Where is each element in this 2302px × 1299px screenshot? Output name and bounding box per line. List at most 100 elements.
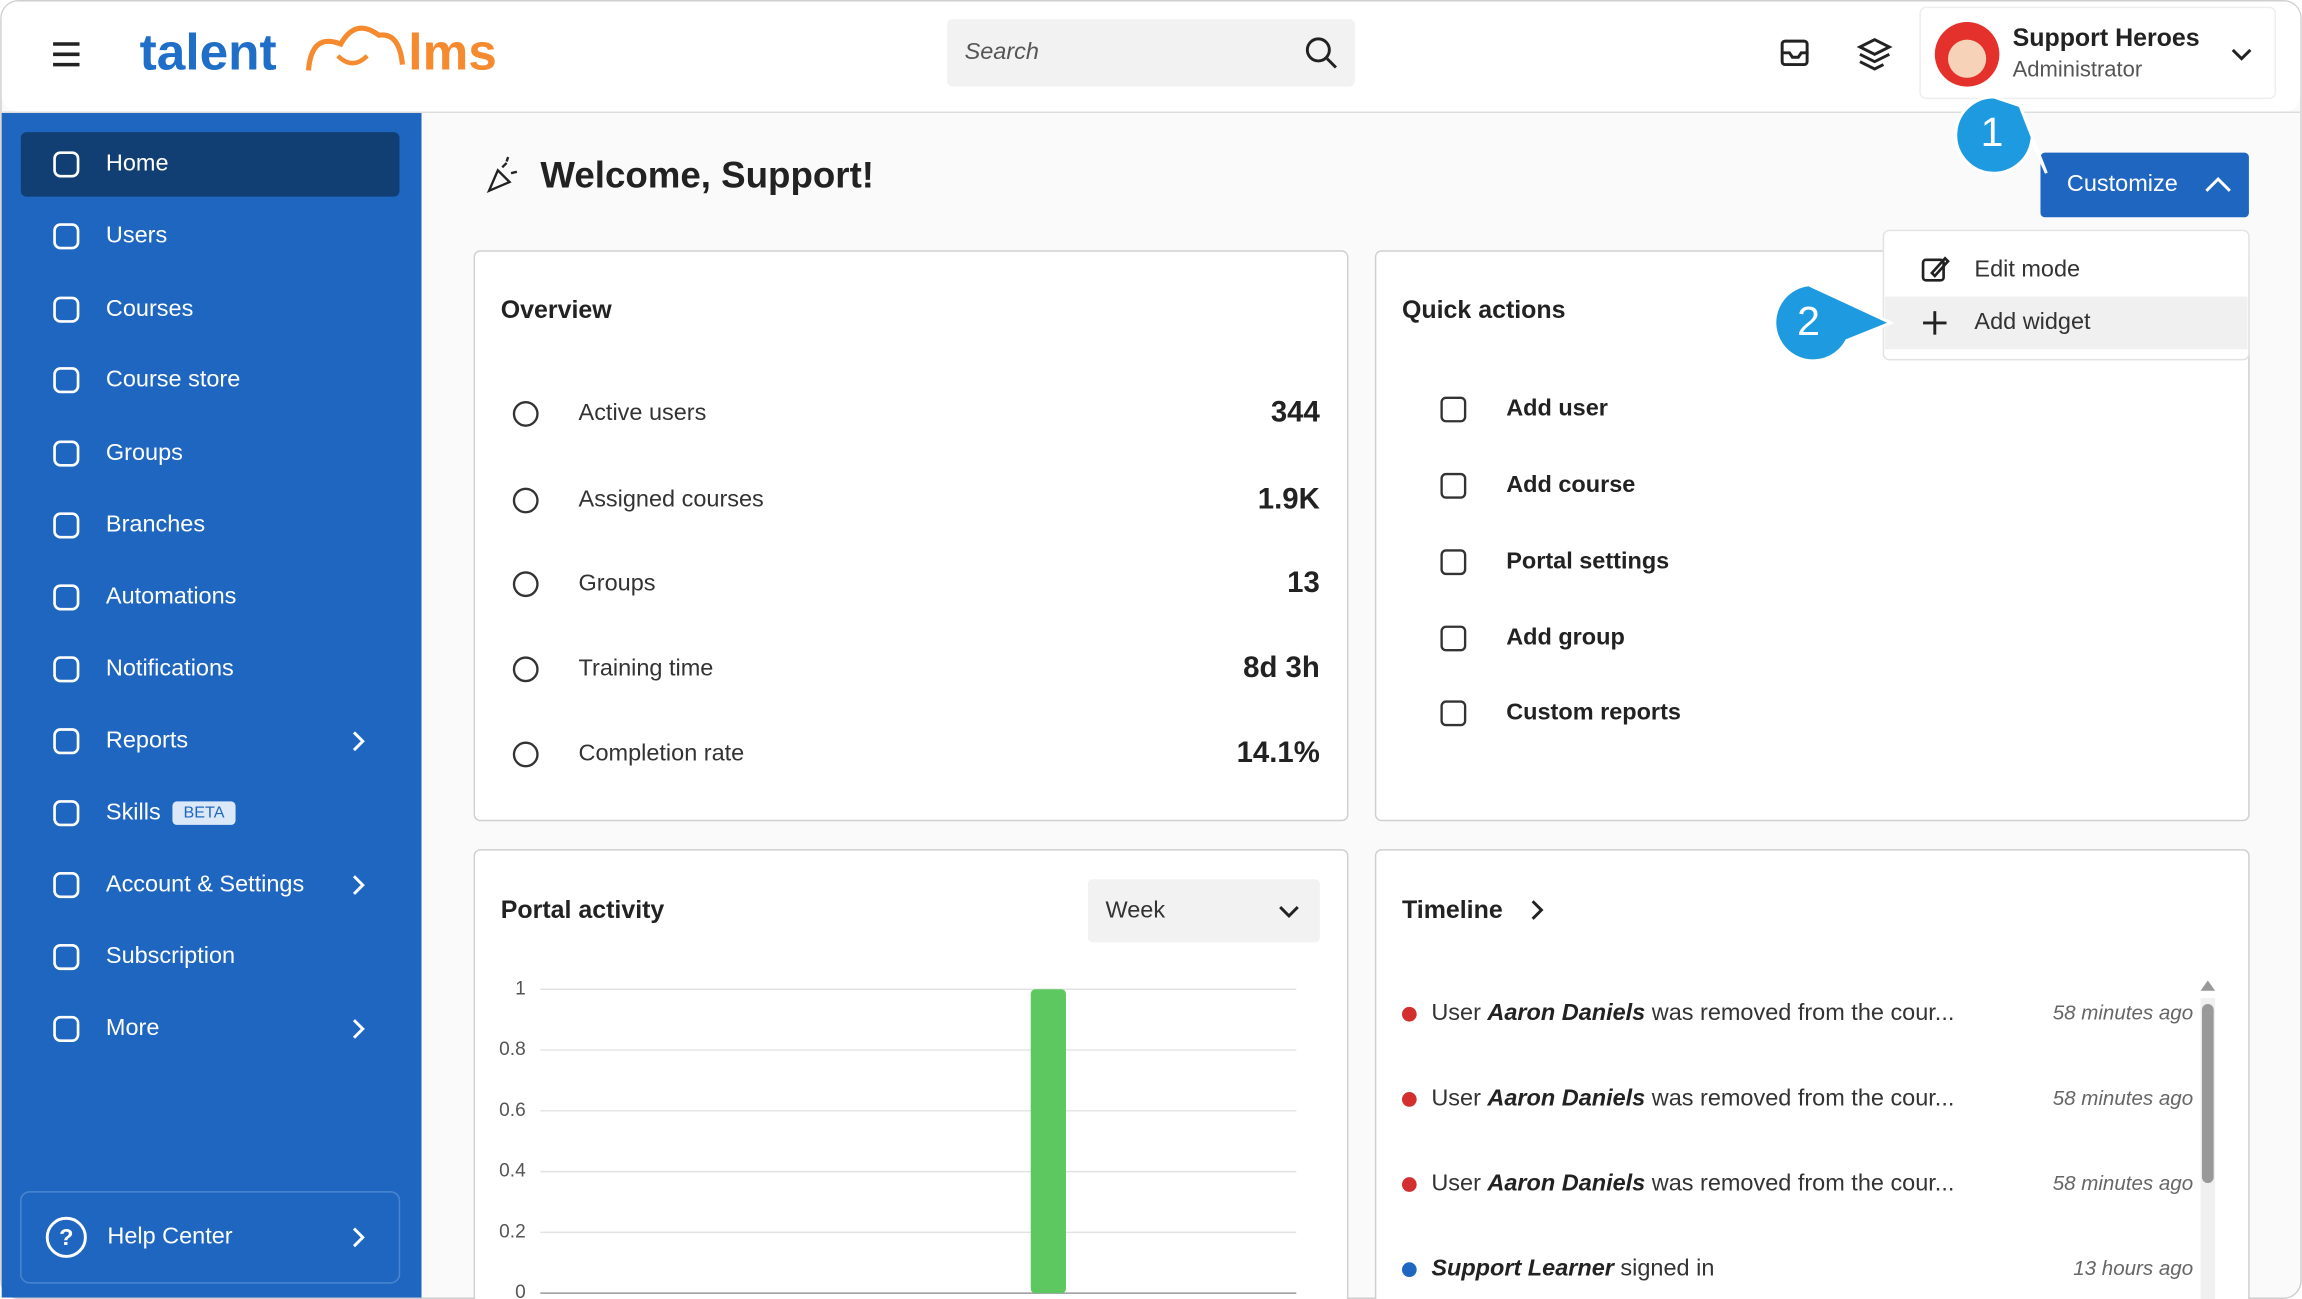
- timeline-title[interactable]: Timeline: [1402, 896, 1503, 924]
- logo-left[interactable]: talent: [140, 22, 277, 80]
- action-icon: [1440, 549, 1467, 576]
- stack-icon[interactable]: [1856, 37, 1893, 71]
- menu-item[interactable]: Edit mode: [1974, 255, 2080, 281]
- timeline-chevron[interactable]: [1531, 900, 1544, 920]
- quick-title: Quick actions: [1402, 296, 1566, 324]
- timeline-time: 58 minutes ago: [2053, 1087, 2193, 1110]
- timeline-name: Aaron Daniels: [1486, 1085, 1645, 1111]
- user-box[interactable]: [1919, 6, 2277, 100]
- overview-value: 13: [1287, 566, 1320, 599]
- timeline-prefix: User: [1431, 1085, 1487, 1111]
- nav-icon: [53, 1015, 80, 1042]
- timeline-prefix: User: [1431, 1170, 1487, 1196]
- help-icon: [45, 1216, 87, 1258]
- nav-item[interactable]: More: [106, 1014, 159, 1040]
- timeline-time: 58 minutes ago: [2053, 1002, 2193, 1025]
- timeline-name: Aaron Daniels: [1486, 1170, 1645, 1196]
- nav-chevron: [352, 731, 365, 752]
- nav-item[interactable]: Course store: [106, 365, 240, 391]
- nav-item[interactable]: Subscription: [106, 942, 235, 968]
- nav-item[interactable]: Users: [106, 222, 167, 248]
- nav-item[interactable]: Courses: [106, 295, 193, 321]
- search-icon[interactable]: [1305, 37, 1337, 69]
- nav-item[interactable]: Branches: [106, 511, 205, 537]
- overview-value: 1.9K: [1258, 482, 1320, 515]
- nav-chevron: [352, 1019, 365, 1039]
- scroll-up[interactable]: [2200, 980, 2216, 991]
- active-item-bg: [20, 132, 400, 197]
- row-icon: [512, 571, 539, 598]
- timeline-text[interactable]: User Aaron Daniels was removed from the …: [1431, 999, 1954, 1025]
- quick-action[interactable]: Portal settings: [1506, 547, 1669, 573]
- callout-badge: [1954, 95, 2048, 175]
- y-tick-label: 0.8: [499, 1039, 526, 1060]
- customize-button[interactable]: [2040, 152, 2249, 218]
- nav-icon: [53, 151, 80, 178]
- nav-item[interactable]: Account & Settings: [106, 870, 304, 896]
- nav-icon: [53, 584, 80, 611]
- row-icon: [512, 741, 539, 768]
- timeline-dot: [1401, 1092, 1417, 1107]
- nav-item[interactable]: Reports: [106, 726, 188, 752]
- timeline-rest: signed in: [1614, 1255, 1714, 1281]
- help-box[interactable]: [20, 1191, 401, 1284]
- y-tick-label: 0.6: [499, 1100, 526, 1121]
- nav-icon: [53, 656, 80, 683]
- row-icon: [512, 401, 539, 427]
- timeline-time: 13 hours ago: [2073, 1257, 2193, 1280]
- nav-chevron: [352, 875, 365, 895]
- menu-item[interactable]: Add widget: [1974, 308, 2091, 334]
- quick-action[interactable]: Add group: [1506, 624, 1625, 650]
- activity-card: [473, 849, 1349, 1299]
- overview-card: [473, 250, 1349, 822]
- nav-icon: [53, 800, 80, 827]
- user-role: Administrator: [2013, 56, 2143, 81]
- action-icon: [1440, 472, 1467, 499]
- scroll-thumb[interactable]: [2201, 1003, 2214, 1184]
- period-select[interactable]: [1087, 879, 1320, 943]
- y-tick-label: 0.2: [499, 1221, 526, 1242]
- logo-smile: [336, 54, 369, 66]
- help-chevron: [352, 1227, 365, 1248]
- quick-action[interactable]: Add user: [1506, 395, 1608, 421]
- overview-title: Overview: [501, 296, 613, 324]
- action-icon: [1440, 700, 1467, 727]
- menu-button[interactable]: [53, 42, 80, 67]
- overview-value: 8d 3h: [1243, 651, 1320, 684]
- timeline-dot: [1401, 1262, 1417, 1277]
- timeline-text[interactable]: Support Learner signed in: [1431, 1255, 1714, 1281]
- callout-badge: [1773, 283, 1895, 363]
- quick-action[interactable]: Custom reports: [1506, 699, 1681, 725]
- nav-item[interactable]: Home: [106, 150, 169, 176]
- inbox-icon[interactable]: [1780, 39, 1809, 67]
- quick-action[interactable]: Add course: [1506, 471, 1635, 497]
- logo-right[interactable]: lms: [408, 22, 497, 80]
- help-label[interactable]: Help Center: [107, 1223, 232, 1249]
- timeline-text[interactable]: User Aaron Daniels was removed from the …: [1431, 1085, 1954, 1111]
- nav-item[interactable]: Skills: [106, 798, 161, 824]
- nav-icon: [53, 872, 80, 899]
- action-icon: [1440, 396, 1467, 423]
- edit-icon: [1921, 256, 1950, 282]
- user-chevron[interactable]: [2231, 48, 2252, 61]
- timeline-card: [1374, 849, 2250, 1299]
- nav-icon: [53, 943, 80, 971]
- overview-value: 344: [1271, 396, 1321, 429]
- help-icon-mark: ?: [59, 1224, 73, 1250]
- overview-label: Active users: [579, 399, 707, 425]
- timeline-time: 58 minutes ago: [2053, 1172, 2193, 1195]
- nav-item[interactable]: Notifications: [106, 655, 234, 681]
- nav-item[interactable]: Groups: [106, 439, 183, 465]
- overview-label: Groups: [579, 569, 656, 595]
- nav-icon: [53, 512, 80, 539]
- period-chevron: [1279, 906, 1299, 918]
- timeline-text[interactable]: User Aaron Daniels was removed from the …: [1431, 1170, 1954, 1196]
- search-box[interactable]: [946, 19, 1356, 87]
- row-icon: [512, 487, 539, 514]
- nav-item[interactable]: Automations: [106, 583, 236, 609]
- bar: [1030, 989, 1066, 1294]
- logo-cloud: [305, 25, 405, 71]
- customize-chevron: [2205, 176, 2231, 192]
- overview-label: Assigned courses: [579, 486, 764, 512]
- overview-label: Completion rate: [579, 740, 745, 766]
